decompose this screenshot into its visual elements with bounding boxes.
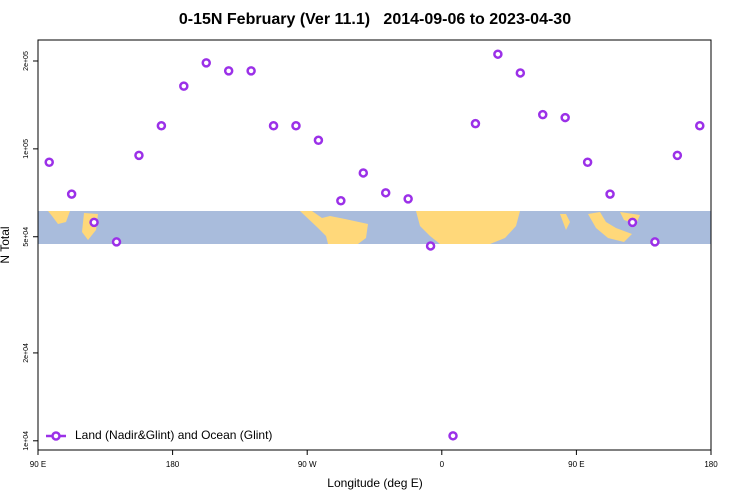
point: [89, 217, 99, 228]
x-tick-label: 180: [166, 460, 180, 469]
point: [515, 68, 526, 78]
point: [425, 241, 436, 251]
y-tick-label: 1e+04: [23, 431, 30, 451]
chart-title: 0-15N February (Ver 11.1) 2014-09-06 to …: [179, 11, 571, 28]
point: [313, 135, 324, 146]
x-tick-label: 90 E: [30, 460, 46, 469]
point: [605, 189, 615, 199]
land: [416, 211, 520, 244]
point: [672, 150, 683, 161]
plot-frame: [37, 39, 712, 451]
x-tick-label: 0: [440, 460, 445, 469]
x-tick-label: 90 E: [568, 460, 584, 469]
land: [560, 214, 570, 230]
y-tick-label: 2e+05: [23, 51, 30, 71]
point: [268, 120, 279, 131]
point: [560, 112, 570, 123]
map-band: [38, 211, 711, 244]
point: [134, 150, 144, 161]
point: [627, 217, 638, 228]
point: [291, 120, 301, 131]
point: [650, 237, 660, 247]
point: [493, 49, 503, 59]
point: [538, 109, 548, 120]
point: [358, 168, 369, 178]
point: [246, 66, 256, 76]
point: [403, 194, 413, 204]
y-tick-label: 1e+05: [23, 139, 30, 159]
x-tick-label: 90 W: [298, 460, 317, 469]
point: [223, 66, 234, 76]
point: [470, 118, 481, 129]
point: [380, 188, 391, 198]
point: [695, 120, 705, 131]
point: [44, 157, 54, 167]
x-tick-label: 180: [704, 460, 718, 469]
land: [48, 211, 70, 224]
y-axis-label: N Total: [0, 226, 12, 263]
x-axis-label: Longitude (deg E): [327, 476, 422, 490]
point: [448, 431, 458, 441]
point: [201, 58, 211, 68]
point: [336, 196, 346, 206]
point: [66, 189, 77, 199]
point: [179, 81, 189, 91]
land: [588, 212, 632, 242]
point: [582, 157, 593, 167]
point: [156, 120, 167, 131]
y-tick-label: 2e+04: [23, 343, 30, 363]
legend-label: Land (Nadir&Glint) and Ocean (Glint): [75, 428, 272, 442]
point: [111, 237, 122, 247]
y-tick-label: 5e+04: [23, 227, 30, 247]
land: [300, 211, 368, 244]
legend-marker: [51, 431, 61, 441]
